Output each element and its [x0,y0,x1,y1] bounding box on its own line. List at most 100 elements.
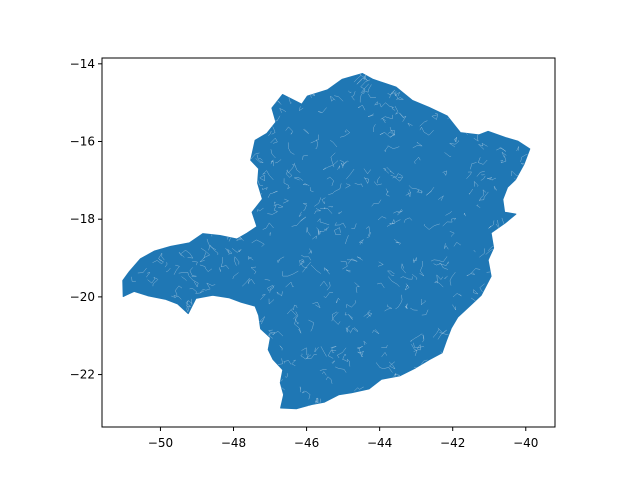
municipal-border [357,346,363,349]
municipal-border [162,123,165,127]
municipal-border [175,340,182,344]
municipal-border [397,398,403,403]
municipal-border [447,388,453,394]
municipal-border [204,188,216,195]
municipal-border [147,374,154,380]
municipal-border [274,201,276,206]
municipal-border [203,86,214,92]
municipal-border [488,220,495,229]
municipal-border [224,346,231,353]
municipal-border [248,406,254,409]
municipal-border [377,261,384,267]
municipal-border [178,252,185,258]
municipal-border [312,73,321,82]
municipal-border [270,160,274,167]
municipal-border [468,188,474,196]
municipal-border [454,353,467,363]
municipal-border [243,332,255,341]
municipal-border [442,170,448,177]
municipal-border [270,159,274,165]
municipal-border [434,405,444,409]
municipal-border [340,260,348,270]
municipal-border [431,112,439,120]
municipal-border [222,379,228,385]
municipal-border [421,309,429,316]
municipal-border [188,120,198,127]
municipal-border [231,248,242,253]
municipal-border [485,307,492,313]
municipal-border [363,73,372,81]
municipal-border [261,396,267,399]
municipal-border [268,77,279,87]
municipal-border [122,215,126,229]
municipal-border [515,317,522,325]
municipal-border [241,395,255,402]
municipal-border [158,252,165,262]
municipal-border [457,101,466,104]
municipal-border [451,217,457,223]
municipal-border [283,360,292,365]
municipal-border [197,315,208,321]
municipal-border [208,178,214,183]
municipal-border [126,189,136,197]
municipal-border [190,152,194,158]
municipal-border [323,73,333,77]
municipal-border [449,140,460,148]
municipal-border [478,189,487,202]
municipal-border [285,281,294,288]
municipal-border [379,131,396,138]
municipal-border [483,405,491,409]
municipal-border [237,73,244,78]
municipal-border [259,174,266,182]
municipal-border [331,312,339,322]
municipal-border [473,250,476,253]
municipal-border [419,120,428,127]
municipal-border [220,369,225,380]
municipal-border [408,384,418,390]
municipal-border [384,146,389,153]
municipal-border [116,388,121,395]
municipal-border [160,357,171,363]
municipal-border [473,289,479,295]
municipal-border [496,267,506,274]
municipal-border [477,358,481,362]
municipal-border [302,390,311,400]
municipal-border [392,176,404,182]
municipal-border [412,257,417,264]
municipal-border [238,196,250,202]
municipal-border [220,311,227,317]
municipal-border [520,102,525,108]
municipal-border [400,391,406,399]
municipal-border [476,377,482,382]
municipal-border [322,371,327,376]
municipal-border [208,244,219,255]
municipal-border [342,403,345,409]
municipal-border [452,304,456,311]
municipal-border [131,276,136,282]
municipal-border [521,281,525,289]
municipal-border [515,295,519,307]
municipal-border [479,353,487,363]
municipal-border [327,350,337,359]
municipal-border [192,261,198,266]
municipal-border [457,390,461,394]
municipal-border [344,130,347,133]
municipal-border [391,106,396,111]
municipal-border [513,382,520,396]
municipal-border [200,367,210,380]
municipal-border [464,396,477,401]
municipal-border [247,192,254,198]
municipal-border [388,276,400,287]
municipal-border [328,206,334,208]
municipal-border [256,154,263,161]
y-tick-label: −22 [70,368,95,382]
municipal-border [138,388,145,395]
municipal-border [374,181,382,186]
municipal-border [473,77,483,85]
municipal-border [497,357,508,365]
municipal-border [301,254,312,261]
municipal-border [171,218,179,227]
municipal-border [298,106,304,112]
municipal-border [345,183,351,189]
municipal-border [473,133,479,142]
